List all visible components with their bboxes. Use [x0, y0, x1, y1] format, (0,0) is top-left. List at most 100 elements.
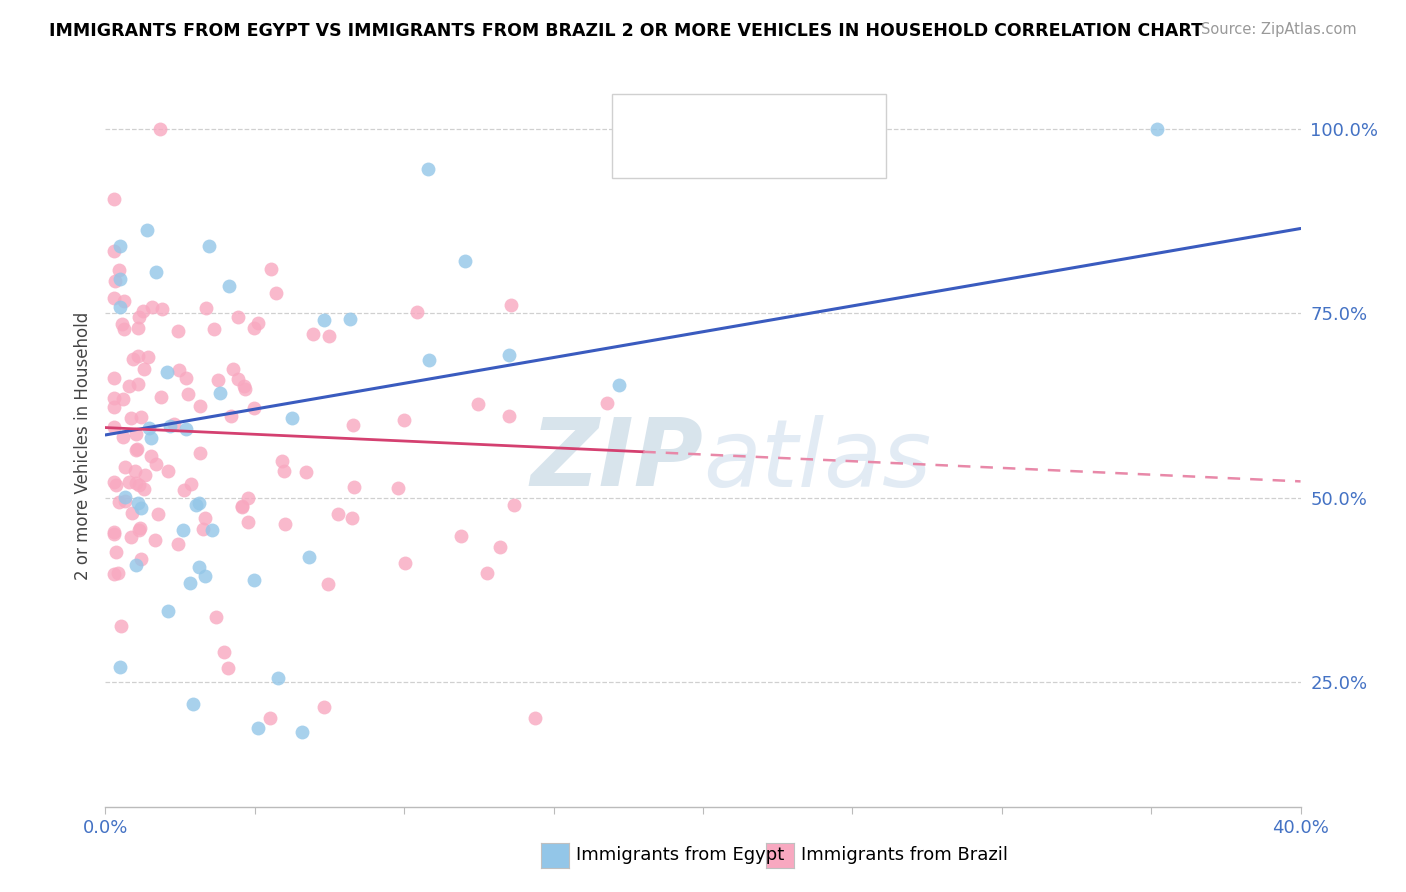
Text: ZIP: ZIP — [530, 415, 703, 507]
Text: 118: 118 — [808, 143, 842, 161]
Point — [114, 490, 136, 504]
Point — [163, 417, 186, 432]
Point — [114, 460, 136, 475]
Point — [187, 560, 209, 574]
Point — [342, 418, 364, 433]
Point — [127, 320, 149, 334]
Point — [314, 699, 336, 714]
Point — [467, 397, 489, 411]
Point — [108, 263, 131, 277]
Point — [316, 577, 339, 591]
Point — [103, 391, 125, 405]
Point — [111, 318, 134, 332]
Point — [156, 464, 179, 478]
Point — [120, 530, 142, 544]
Point — [267, 671, 290, 685]
Point — [167, 363, 190, 377]
Point — [173, 483, 195, 498]
Point — [124, 464, 146, 478]
Point — [141, 300, 163, 314]
Point — [103, 371, 125, 385]
Point — [266, 286, 288, 301]
Point — [118, 379, 141, 393]
Point — [107, 566, 129, 580]
Point — [195, 301, 218, 315]
Point — [392, 413, 415, 427]
Point — [125, 443, 148, 458]
Point — [181, 697, 204, 711]
Point — [291, 725, 314, 739]
Point — [159, 418, 181, 433]
Point — [247, 316, 270, 330]
Point — [418, 353, 440, 368]
Point — [194, 511, 217, 525]
Point — [236, 515, 259, 529]
Point — [127, 496, 149, 510]
Text: Immigrants from Brazil: Immigrants from Brazil — [801, 847, 1008, 864]
Point — [524, 710, 547, 724]
Point — [387, 481, 409, 495]
Point — [187, 496, 209, 510]
Point — [110, 660, 132, 674]
Point — [134, 482, 156, 496]
Point — [103, 244, 125, 258]
Point — [128, 523, 150, 537]
Point — [127, 442, 149, 457]
Point — [152, 301, 174, 316]
Point — [259, 710, 281, 724]
Point — [198, 239, 221, 253]
Point — [166, 324, 188, 338]
Point — [125, 558, 148, 573]
Point — [141, 431, 163, 445]
Text: 41: 41 — [799, 104, 821, 122]
Point — [454, 253, 477, 268]
Point — [103, 419, 125, 434]
Point — [143, 533, 166, 547]
Point — [104, 274, 127, 288]
Point — [488, 540, 510, 554]
Point — [112, 293, 135, 308]
Point — [232, 379, 254, 393]
Point — [339, 312, 361, 326]
Point — [110, 619, 132, 633]
Point — [243, 573, 266, 587]
Point — [117, 475, 139, 490]
Point — [103, 475, 125, 490]
Point — [405, 305, 427, 319]
Point — [176, 422, 198, 436]
Point — [294, 465, 316, 479]
Text: N =: N = — [769, 143, 808, 161]
Point — [129, 501, 152, 516]
Point — [127, 349, 149, 363]
Point — [104, 477, 127, 491]
Text: N =: N = — [759, 104, 799, 122]
Point — [318, 328, 340, 343]
Point — [188, 446, 211, 460]
Point — [226, 310, 249, 325]
Text: R =: R = — [665, 143, 704, 161]
Text: Source: ZipAtlas.com: Source: ZipAtlas.com — [1201, 22, 1357, 37]
Point — [134, 467, 156, 482]
Point — [503, 498, 526, 512]
Point — [180, 477, 202, 491]
Point — [202, 322, 225, 336]
Point — [394, 556, 416, 570]
Point — [1146, 122, 1168, 136]
Point — [111, 392, 134, 406]
Point — [129, 409, 152, 424]
Point — [121, 507, 143, 521]
Point — [145, 457, 167, 471]
Point — [201, 523, 224, 537]
Point — [172, 523, 194, 537]
Point — [129, 521, 152, 535]
Point — [120, 411, 142, 425]
Point — [103, 192, 125, 206]
Text: -0.057: -0.057 — [704, 143, 762, 161]
Point — [233, 382, 256, 396]
Point — [222, 361, 245, 376]
Point — [112, 430, 135, 444]
Point — [340, 511, 363, 525]
Point — [226, 372, 249, 386]
Point — [136, 350, 159, 364]
Point — [103, 566, 125, 581]
